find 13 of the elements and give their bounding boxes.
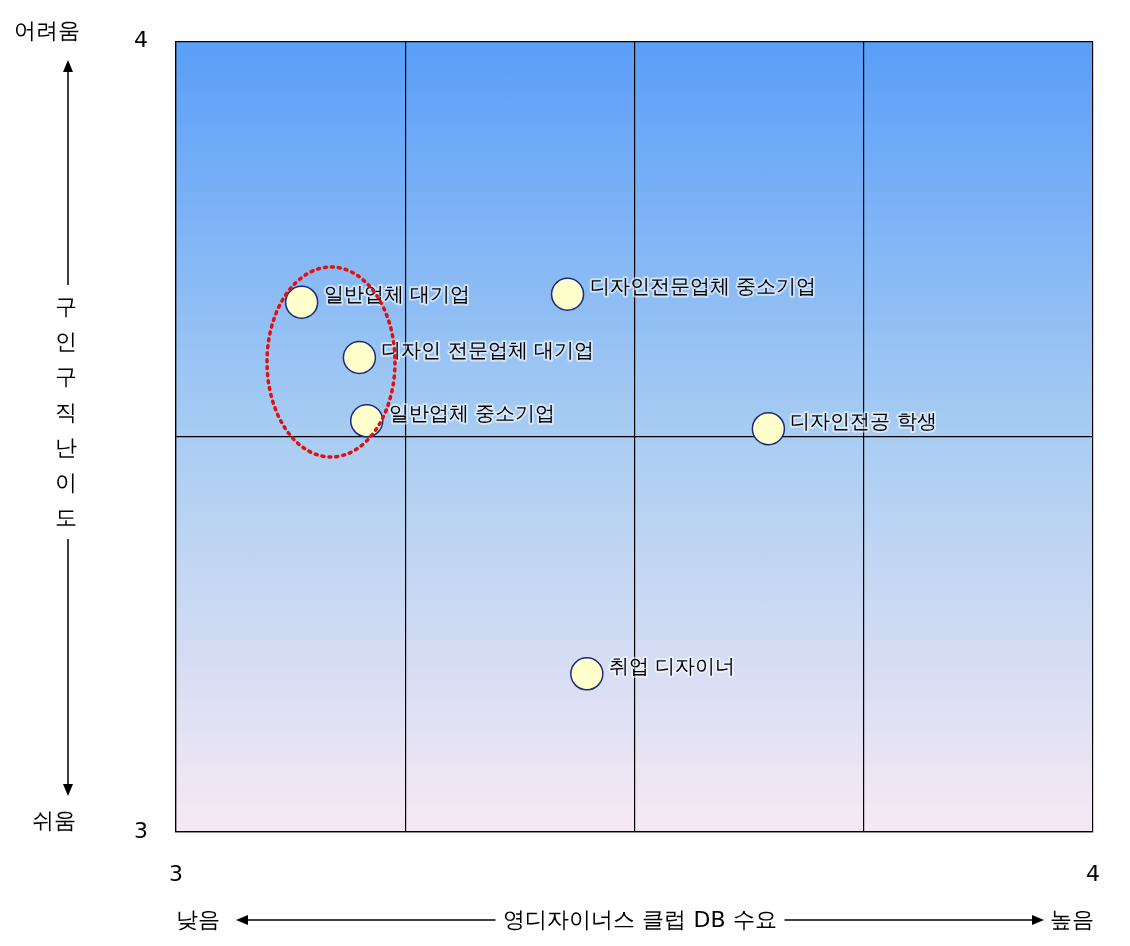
point <box>342 340 377 375</box>
point <box>751 411 786 446</box>
text: 어려움 <box>14 18 80 43</box>
point <box>550 277 585 312</box>
text: 높음 <box>1050 907 1094 932</box>
annotation: 일반업체 대기업 <box>323 282 470 307</box>
y-axis-title: 구인 구직 난이도 <box>54 285 78 540</box>
point <box>349 404 384 438</box>
point <box>570 657 604 691</box>
text: 낮음 <box>176 907 220 932</box>
text: 쉬움 <box>32 808 76 833</box>
point <box>284 285 319 319</box>
x-axis-title: 영디자이너스 클럽 DB 수요 <box>495 907 785 932</box>
